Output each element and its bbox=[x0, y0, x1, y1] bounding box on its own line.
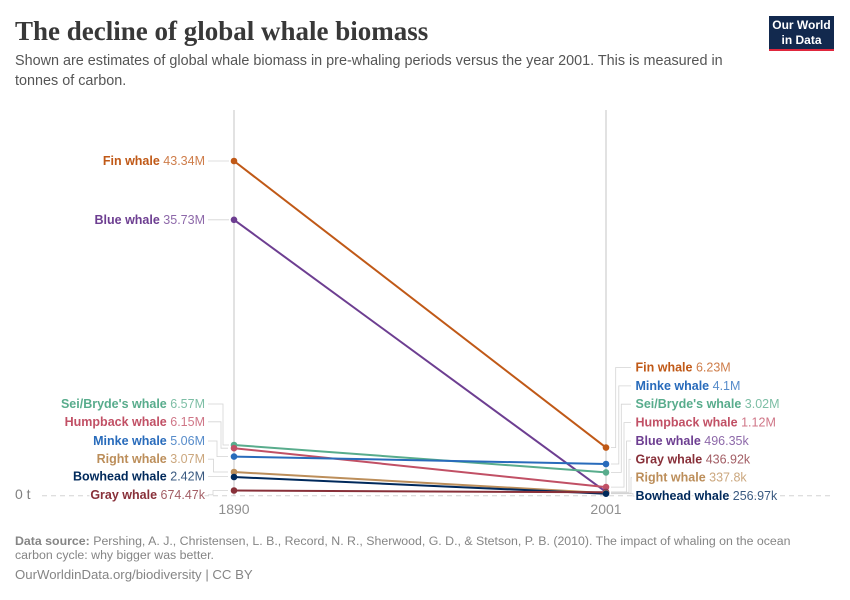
svg-text:Bowhead whale 2.42M: Bowhead whale 2.42M bbox=[73, 470, 205, 484]
svg-text:1890: 1890 bbox=[218, 501, 249, 517]
svg-text:Blue whale 496.35k: Blue whale 496.35k bbox=[636, 434, 750, 448]
svg-text:Minke whale 5.06M: Minke whale 5.06M bbox=[93, 434, 205, 448]
svg-text:0 t: 0 t bbox=[15, 486, 31, 502]
svg-text:Sei/Bryde's whale 6.57M: Sei/Bryde's whale 6.57M bbox=[61, 397, 205, 411]
svg-text:Gray whale 674.47k: Gray whale 674.47k bbox=[90, 488, 205, 502]
svg-text:Bowhead whale 256.97k: Bowhead whale 256.97k bbox=[636, 489, 778, 503]
svg-text:Humpback whale 6.15M: Humpback whale 6.15M bbox=[65, 415, 205, 429]
svg-text:Right whale 337.8k: Right whale 337.8k bbox=[636, 471, 748, 485]
svg-text:Gray whale 436.92k: Gray whale 436.92k bbox=[636, 452, 751, 466]
svg-text:Fin whale 43.34M: Fin whale 43.34M bbox=[103, 154, 205, 168]
svg-text:Blue whale 35.73M: Blue whale 35.73M bbox=[95, 213, 205, 227]
svg-text:Minke whale 4.1M: Minke whale 4.1M bbox=[636, 379, 741, 393]
svg-text:Sei/Bryde's whale 3.02M: Sei/Bryde's whale 3.02M bbox=[636, 397, 780, 411]
svg-text:Humpback whale 1.12M: Humpback whale 1.12M bbox=[636, 416, 776, 430]
svg-text:Fin whale 6.23M: Fin whale 6.23M bbox=[636, 361, 731, 375]
svg-text:2001: 2001 bbox=[590, 501, 621, 517]
svg-text:Right whale 3.07M: Right whale 3.07M bbox=[97, 452, 205, 466]
